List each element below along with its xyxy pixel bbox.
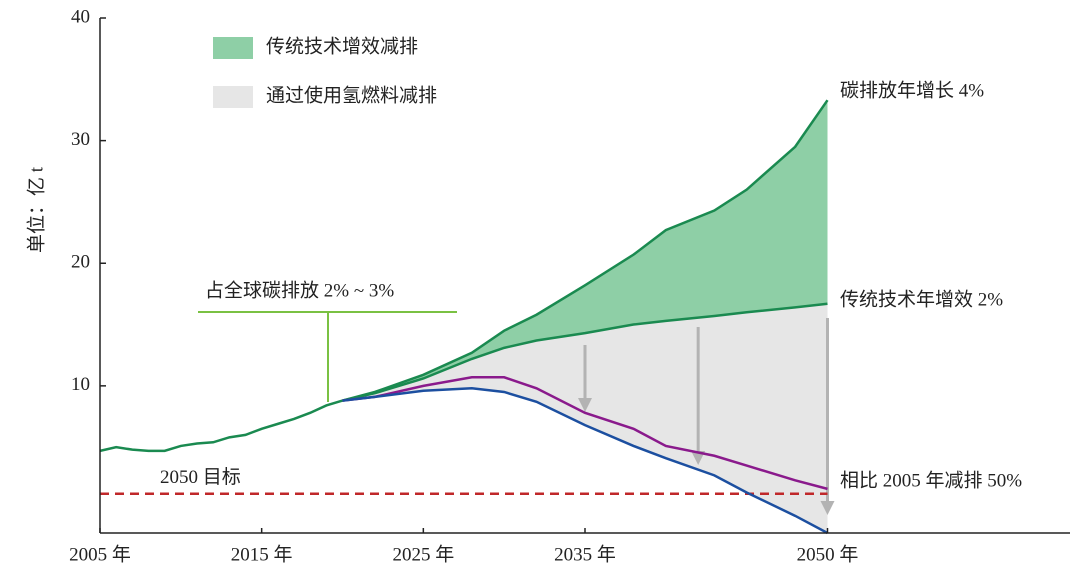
x-tick-label: 2050 年 — [797, 543, 859, 565]
y-tick-label: 10 — [71, 374, 90, 395]
series-line — [342, 99, 829, 402]
legend-label: 传统技术增效减排 — [266, 35, 418, 57]
arrow-head — [578, 398, 592, 412]
x-tick-label: 2025 年 — [392, 543, 454, 565]
y-tick-label: 30 — [71, 129, 90, 150]
arrow-head — [820, 501, 835, 515]
y-tick-label: 20 — [71, 252, 90, 273]
y-axis-label: 单位：亿 t — [25, 166, 47, 253]
annotation: 相比 2005 年减排 50% — [840, 469, 1022, 491]
annotation: 碳排放年增长 4% — [840, 79, 984, 101]
y-tick-label: 40 — [71, 6, 90, 27]
x-tick-label: 2035 年 — [554, 543, 616, 565]
series-line — [342, 387, 829, 535]
series-line — [342, 302, 828, 402]
target-label: 2050 目标 — [160, 466, 241, 488]
legend-swatch — [213, 37, 253, 59]
annotation: 占全球碳排放 2% ~ 3% — [205, 279, 394, 301]
legend-swatch — [213, 86, 253, 108]
legend-label: 通过使用氢燃料减排 — [266, 84, 437, 106]
fill-area — [342, 100, 828, 401]
fill-area — [342, 303, 828, 533]
arrow-head — [691, 451, 706, 465]
x-tick-label: 2005 年 — [69, 543, 131, 565]
series-line — [99, 399, 343, 453]
series-line — [342, 376, 828, 491]
annotation: 传统技术年增效 2% — [840, 288, 1003, 310]
x-tick-label: 2015 年 — [231, 543, 293, 565]
